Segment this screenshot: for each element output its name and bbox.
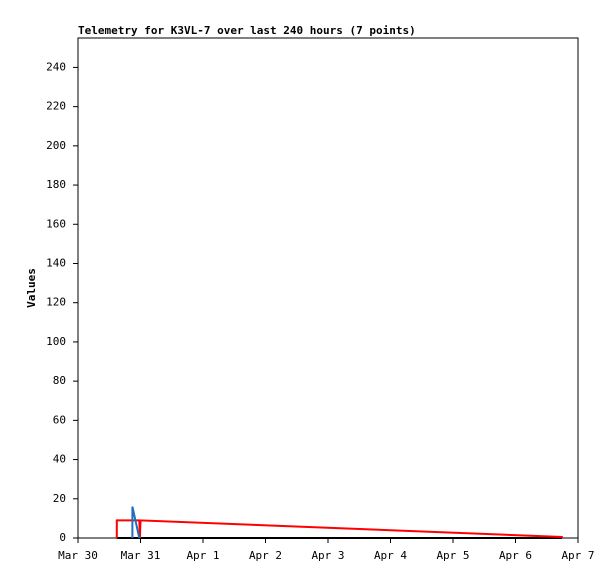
y-tick-label: 120 — [46, 296, 66, 309]
x-tick-label: Apr 1 — [186, 549, 219, 562]
x-tick-label: Apr 3 — [311, 549, 344, 562]
y-tick-label: 160 — [46, 217, 66, 230]
y-tick-label: 220 — [46, 100, 66, 113]
y-tick-label: 20 — [53, 492, 66, 505]
y-tick-label: 200 — [46, 139, 66, 152]
x-tick-label: Apr 5 — [436, 549, 469, 562]
y-tick-label: 240 — [46, 60, 66, 73]
chart-title: Telemetry for K3VL-7 over last 240 hours… — [78, 24, 416, 37]
y-tick-label: 60 — [53, 413, 66, 426]
x-tick-label: Mar 30 — [58, 549, 98, 562]
x-tick-label: Apr 6 — [499, 549, 532, 562]
y-tick-label: 80 — [53, 374, 66, 387]
y-axis-title: Values — [25, 268, 38, 308]
y-tick-label: 40 — [53, 453, 66, 466]
series-line — [115, 519, 563, 539]
y-tick-label: 140 — [46, 256, 66, 269]
x-tick-label: Apr 4 — [374, 549, 407, 562]
y-tick-label: 100 — [46, 335, 66, 348]
plot-frame — [77, 37, 579, 539]
y-tick-label: 180 — [46, 178, 66, 191]
series-line — [131, 506, 141, 539]
x-tick-label: Mar 31 — [121, 549, 161, 562]
y-tick-label: 0 — [59, 531, 66, 544]
x-tick-label: Apr 2 — [249, 549, 282, 562]
x-tick-label: Apr 7 — [561, 549, 594, 562]
